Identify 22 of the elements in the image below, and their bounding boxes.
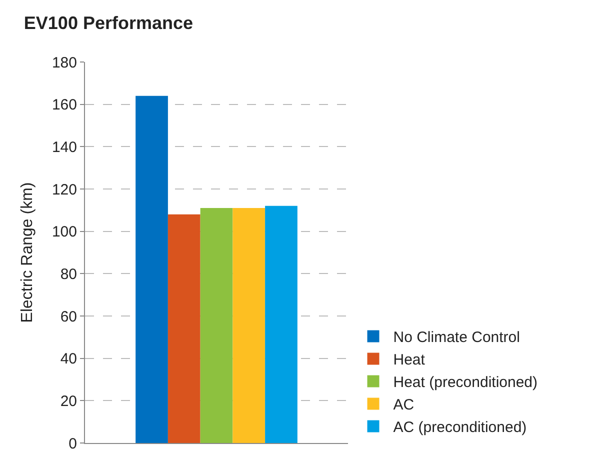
bar (136, 96, 168, 443)
y-tick-label: 160 (52, 96, 77, 114)
bar (265, 206, 298, 443)
y-tick-label: 60 (60, 308, 77, 326)
legend-label: No Climate Control (393, 329, 520, 346)
legend-label: Heat (393, 352, 426, 369)
chart-title: EV100 Performance (24, 12, 194, 33)
legend-label: AC (preconditioned) (393, 419, 527, 436)
bar (168, 214, 200, 443)
legend-label: AC (393, 396, 414, 414)
y-tick-label: 40 (60, 350, 77, 368)
bar (200, 208, 233, 443)
y-tick-label: 0 (68, 435, 77, 452)
y-tick-label: 20 (60, 392, 77, 410)
y-tick-label: 180 (52, 54, 77, 72)
y-axis-title: Electric Range (km) (18, 182, 36, 323)
bar (232, 208, 266, 443)
y-tick-label: 120 (52, 181, 77, 198)
y-tick-label: 140 (52, 138, 77, 156)
y-tick-label: 100 (52, 224, 77, 241)
legend-label: Heat (preconditioned) (393, 374, 538, 392)
y-tick-label: 80 (60, 266, 77, 283)
